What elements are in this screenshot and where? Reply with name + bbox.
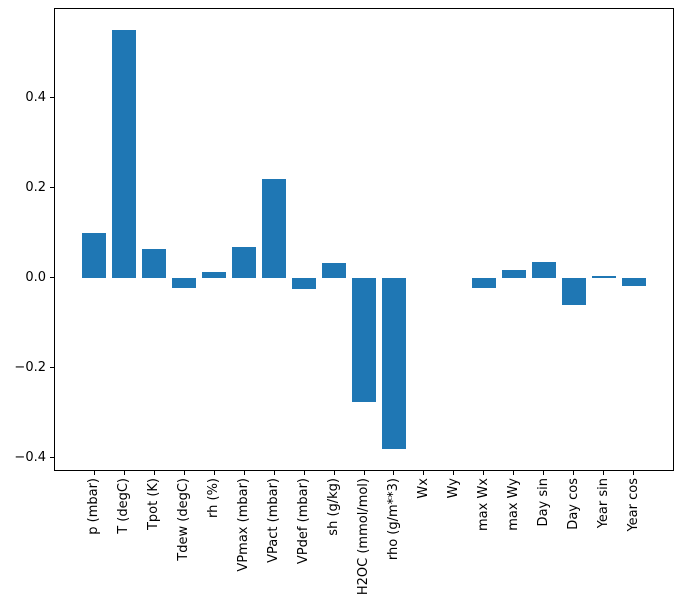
bar-rh [202,271,227,278]
x-axis-tick-label: Day sin [535,478,551,527]
x-axis-tick [213,471,215,475]
x-axis-tick-label: H2OC (mmol/mol) [356,478,371,596]
x-axis-tick-label: Day cos [565,478,581,530]
y-axis-tick-label: 0.2 [25,179,46,195]
x-axis-tick-label: T (degC) [116,478,132,534]
y-axis-tick [50,97,54,99]
y-axis-tick [50,457,54,459]
bar-year-sin [591,275,616,278]
x-axis-tick [333,471,335,475]
bar-h2oc-mmol-mol [352,277,376,403]
y-axis-tick [50,187,54,189]
x-axis-tick-label: sh (g/kg) [326,478,342,536]
x-axis-tick [123,471,125,475]
y-axis-tick-label: −0.2 [14,359,46,375]
bar-max-wy [501,270,526,278]
x-axis-tick [303,471,305,475]
bar-tdew-degc [172,277,197,289]
x-axis-tick-label: max Wy [505,478,521,531]
x-axis-tick [153,471,155,475]
x-axis-tick-label: rho (g/m**3) [385,478,401,561]
x-axis-tick [243,471,245,475]
x-axis-tick [93,471,95,475]
x-axis-tick-label: rh (%) [206,478,222,518]
bar-year-cos [621,277,646,286]
bar-vpmax-mbar [232,246,257,278]
x-axis-tick-label: VPdef (mbar) [296,478,312,565]
x-axis-tick-label: Wy [445,478,461,499]
x-axis-tick [573,471,575,475]
bar-day-cos [561,277,586,306]
x-axis-tick [363,471,365,475]
x-axis-tick [633,471,635,475]
bar-max-wx [471,277,496,288]
x-axis-tick-label: Tpot (K) [146,478,162,531]
bar-day-sin [531,261,556,278]
x-axis-tick-label: VPact (mbar) [266,478,282,563]
x-axis-tick-label: Tdew (degC) [176,478,192,561]
x-axis-tick [423,471,425,475]
x-axis-tick [273,471,275,475]
x-axis-tick-label: Wx [415,478,431,499]
bar-tpot-k [142,248,167,278]
bar-sh-g-kg [322,263,346,278]
x-axis-tick-label: p (mbar) [86,478,102,535]
x-axis-tick [393,471,395,475]
y-axis-tick-label: −0.4 [14,449,46,465]
x-axis-tick [483,471,485,475]
x-axis-tick [183,471,185,475]
y-axis-tick-label: 0.0 [25,269,46,285]
y-axis-tick [50,277,54,279]
bar-rho-g-m-3 [381,277,406,450]
x-axis-tick [603,471,605,475]
y-axis-tick-label: 0.4 [25,89,46,105]
y-axis-tick [50,367,54,369]
x-axis-tick [453,471,455,475]
x-axis-tick-label: Year sin [595,478,611,529]
x-axis-tick-label: max Wx [475,478,491,532]
x-axis-tick [543,471,545,475]
bar-t-degc [112,30,137,278]
bar-vpdef-mbar [292,277,317,289]
x-axis-tick [513,471,515,475]
bar-p-mbar [82,232,107,278]
x-axis-tick-label: VPmax (mbar) [236,478,252,572]
bar-vpact-mbar [262,178,287,278]
x-axis-tick-label: Year cos [625,478,641,532]
